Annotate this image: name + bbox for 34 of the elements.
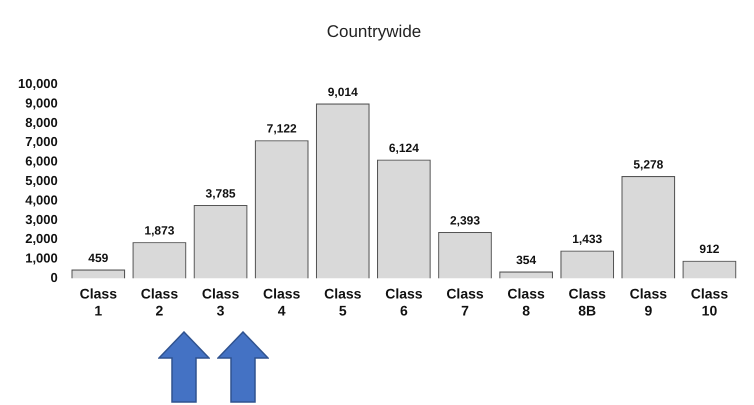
y-tick-label: 7,000 [25,134,58,150]
y-tick-label: 5,000 [25,172,58,188]
data-label: 6,124 [388,140,420,155]
data-label: 9,014 [328,84,358,99]
data-label: 459 [88,250,109,265]
x-tick-label: Class 10 [690,286,728,318]
data-label: 7,122 [266,122,297,136]
data-label: 1,433 [572,232,603,246]
data-label: 2,393 [450,213,480,228]
x-tick-label: Class 8 [507,286,545,318]
y-tick-label: 1,000 [25,250,58,266]
chart-title: Countrywide [326,22,422,41]
y-tick-label: 8,000 [25,114,58,130]
x-tick-label: Class 7 [446,286,484,318]
data-label: 3,785 [206,186,236,200]
y-tick-label: 4,000 [25,192,58,208]
y-tick-label: 9,000 [25,95,58,110]
x-tick-label: Class 4 [262,286,301,318]
data-label: 1,873 [144,223,175,238]
data-label: 912 [699,242,720,256]
x-tick-label: Class 8B [568,286,606,318]
y-tick-label: 10,000 [18,76,58,91]
y-tick-label: 3,000 [25,212,58,227]
y-tick-label: 0 [50,270,58,285]
y-tick-label: 6,000 [25,154,58,169]
y-tick-label: 2,000 [25,231,58,246]
x-tick-label: Class 1 [80,286,118,318]
x-tick-label: Class 9 [630,286,668,318]
x-tick-label: Class 3 [202,286,240,318]
data-label: 5,278 [633,157,664,172]
x-tick-label: Class 6 [385,286,423,318]
data-label: 354 [516,252,536,267]
x-tick-label: Class 2 [140,286,178,318]
x-tick-label: Class 5 [324,286,362,318]
